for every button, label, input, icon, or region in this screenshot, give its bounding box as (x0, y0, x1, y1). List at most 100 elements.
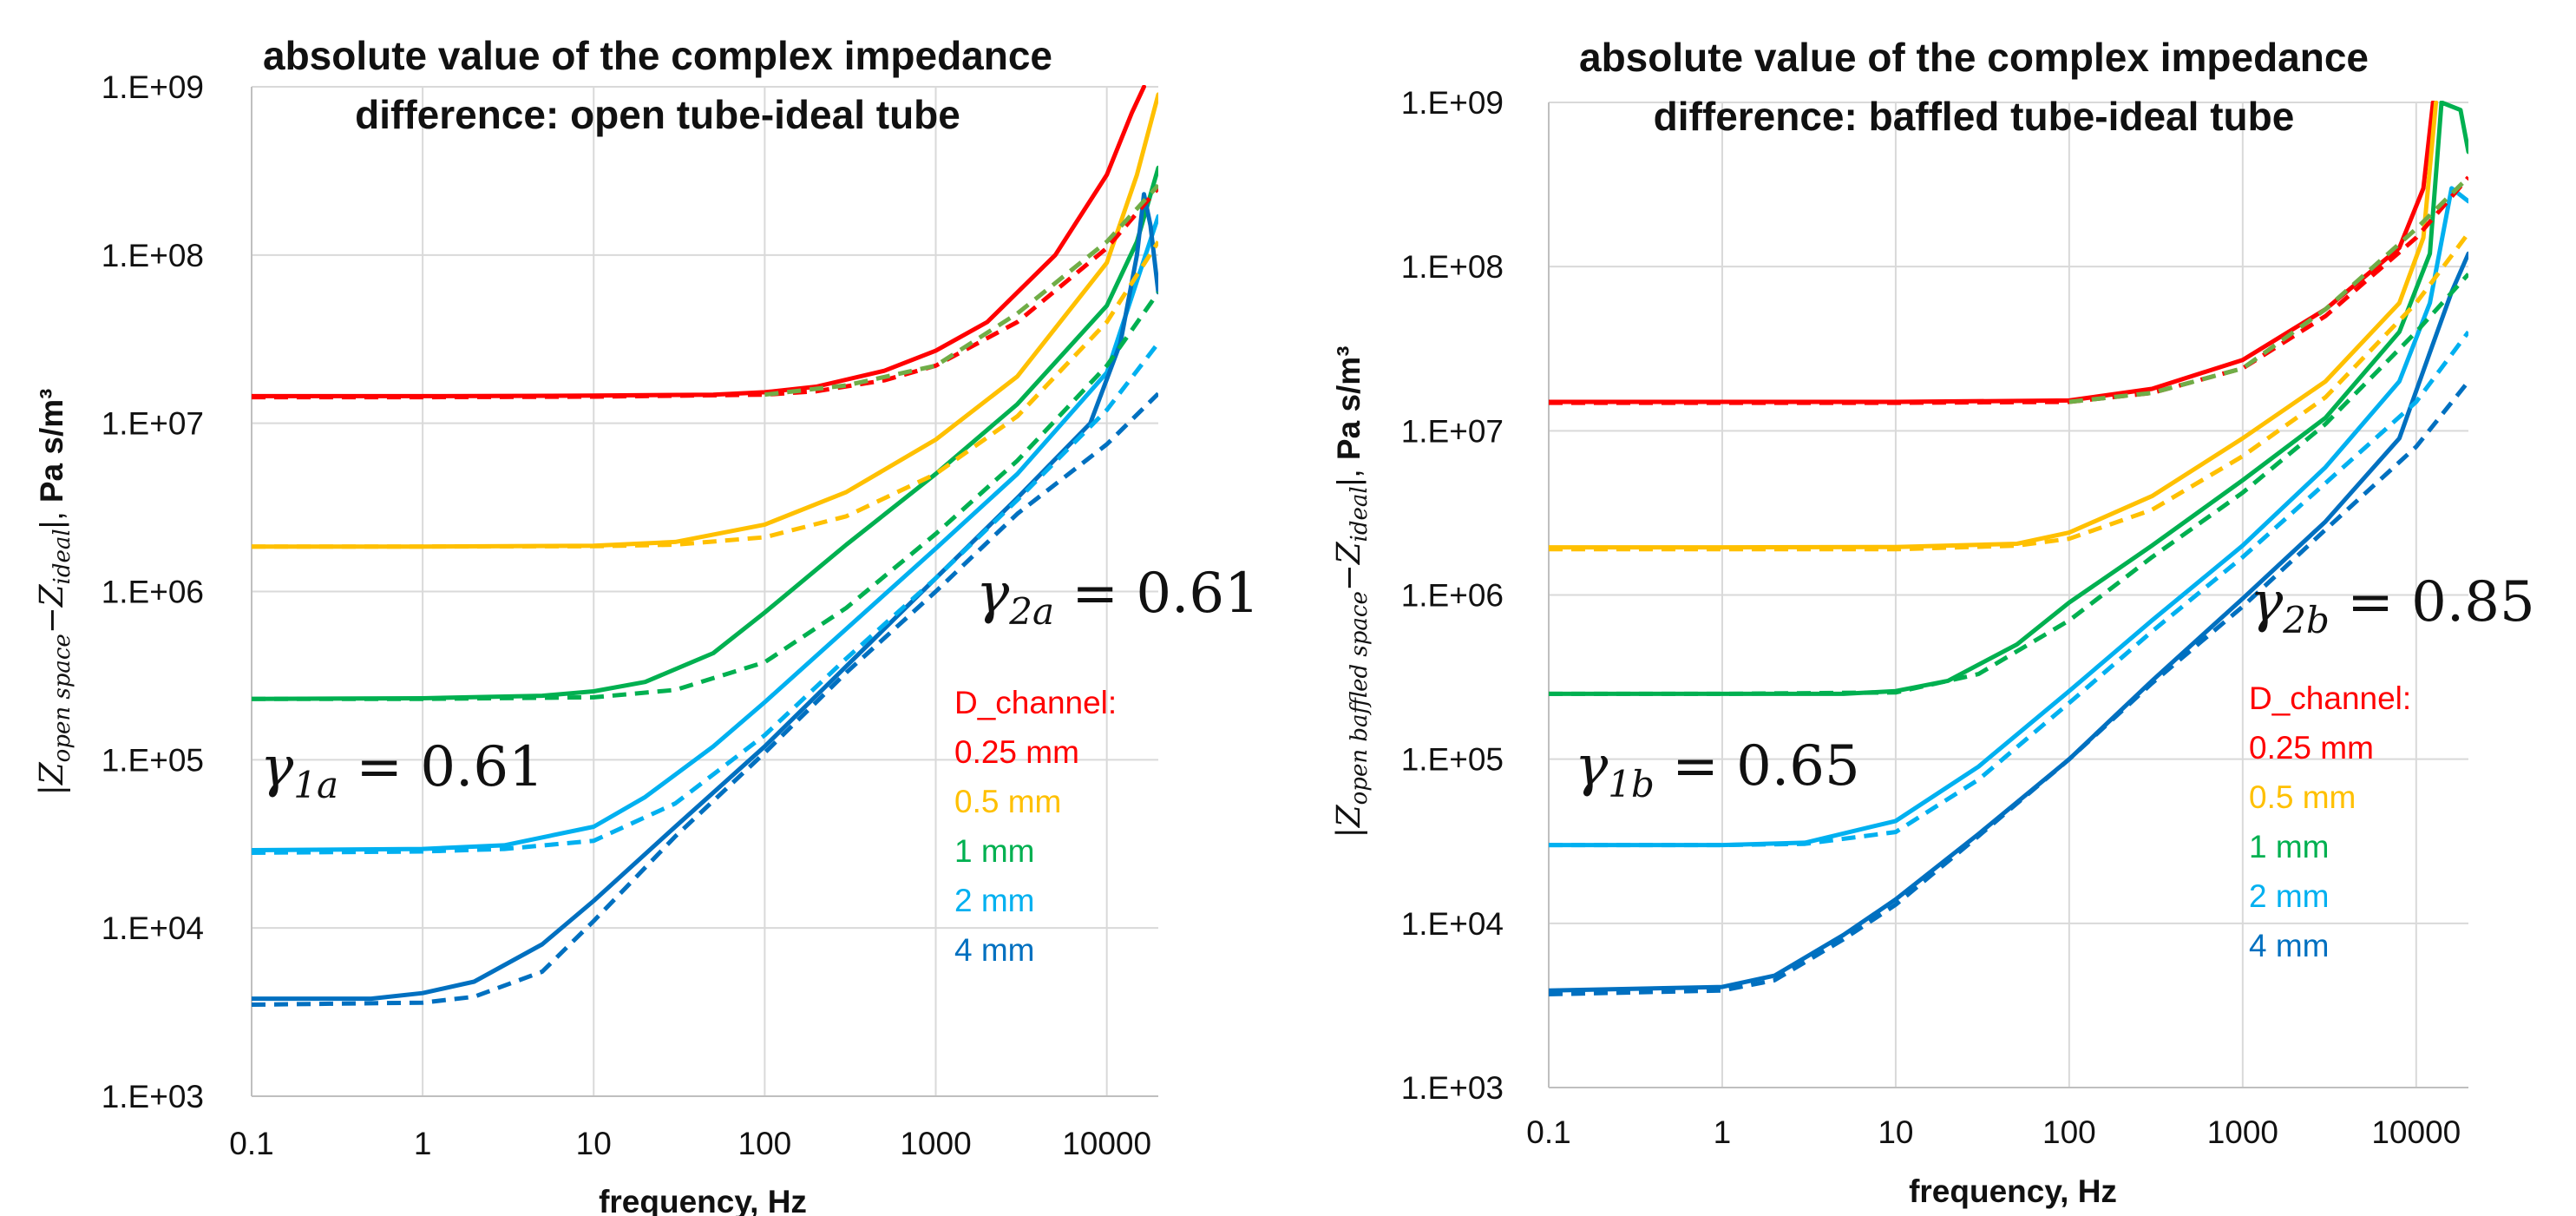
y-tick-label: 1.E+03 (102, 1079, 204, 1114)
gamma-symbol: γ (1575, 734, 1609, 799)
legend-entry: 2 mm (954, 883, 1035, 918)
plot-area (252, 85, 1158, 1007)
x-tick-label: 0.1 (229, 1126, 273, 1161)
legend-entry: 2 mm (2249, 878, 2330, 914)
gamma-value: = 0.61 (1054, 562, 1260, 626)
x-tick-label: 1 (414, 1126, 432, 1161)
y-tick-label: 1.E+05 (102, 742, 204, 778)
legend-title: D_channel: (954, 685, 1117, 720)
series-line-dashed-6 (764, 183, 1158, 398)
y-tick-label: 1.E+04 (1401, 906, 1504, 942)
legend-entry: 4 mm (954, 932, 1035, 968)
x-tick-label: 1000 (900, 1126, 971, 1161)
series-line-solid-0 (1549, 101, 2435, 404)
x-tick-label: 10 (576, 1126, 612, 1161)
gamma-annotation: γ2a = 0.61 (976, 562, 1260, 633)
y-axis-label-sub2: ideal (1347, 486, 1373, 542)
series-line-dashed-8 (252, 291, 1158, 701)
series-line-solid-2 (252, 165, 1158, 701)
legend-entry: 1 mm (954, 833, 1035, 869)
series-line-solid-3 (252, 214, 1158, 852)
gamma-symbol: γ (2250, 570, 2284, 634)
x-tick-label: 100 (2042, 1114, 2096, 1150)
chart-title-line: difference: baffled tube-ideal tube (1654, 94, 2295, 139)
y-axis-label-sub2: ideal (49, 529, 75, 584)
series-line-dashed-7 (252, 240, 1158, 549)
chart-title-line: absolute value of the complex impedance (1579, 35, 2369, 80)
gamma-annotation: γ1a = 0.61 (260, 735, 544, 806)
gamma-subscript: 1a (293, 764, 338, 806)
y-tick-label: 1.E+07 (102, 406, 204, 442)
chart-right: 0.1 1 10 100 1000 10000 1.E+03 1.E+04 1.E+05 1.E+… (1330, 35, 2535, 1209)
y-axis-label-sub1: open baffled space (1347, 591, 1373, 805)
x-tick-label: 0.1 (1526, 1114, 1570, 1150)
y-tick-label: 1.E+06 (1401, 578, 1504, 614)
x-tick-label: 100 (738, 1126, 792, 1161)
y-tick-label: 1.E+08 (1401, 249, 1504, 285)
y-axis-label-post: |, (1331, 460, 1367, 486)
y-axis-label-mid: −Z (33, 583, 70, 634)
x-axis-label: frequency, Hz (599, 1184, 807, 1216)
chart-left: 0.1 1 10 100 1000 10000 1.E+03 1.E+04 1.E+05 1.E+… (33, 33, 1260, 1216)
gamma-value: = 0.85 (2330, 570, 2535, 634)
y-axis-label: |Zopen baffled space−Zideal|, Pa s/m³ (1330, 345, 1373, 838)
x-tick-label: 10000 (2371, 1114, 2461, 1150)
x-tick-label: 1000 (2207, 1114, 2278, 1150)
x-tick-label: 1 (1714, 1114, 1732, 1150)
gamma-value: = 0.65 (1655, 734, 1860, 799)
y-axis-label-mid: −Z (1330, 541, 1367, 591)
series-line-solid-1 (252, 92, 1158, 549)
plot-area (1549, 101, 2468, 996)
gamma-value: = 0.61 (338, 735, 544, 799)
y-tick-label: 1.E+09 (102, 69, 204, 105)
y-axis-label-pre: |Z (1330, 804, 1367, 838)
series-line-dashed-10 (252, 391, 1158, 1007)
legend-entry: 0.25 mm (2249, 730, 2374, 766)
y-tick-label: 1.E+03 (1401, 1070, 1504, 1106)
gamma-symbol: γ (260, 735, 294, 799)
series-line-dashed-8 (1549, 273, 2468, 696)
chart-title-line: absolute value of the complex impedance (263, 33, 1052, 78)
y-axis-label: |Zopen space−Zideal|, Pa s/m³ (33, 388, 75, 795)
gamma-subscript: 2a (1008, 590, 1054, 633)
legend: D_channel: 0.25 mm 0.5 mm 1 mm 2 mm 4 mm (954, 685, 1117, 968)
legend-title: D_channel: (2249, 680, 2411, 716)
series-line-solid-1 (1549, 101, 2439, 550)
legend-entry: 0.5 mm (2249, 779, 2356, 815)
legend-entry: 1 mm (2249, 829, 2330, 864)
gamma-annotation: γ1b = 0.65 (1575, 734, 1860, 805)
chart-title-line: difference: open tube-ideal tube (355, 92, 960, 137)
y-axis-label-pre: |Z (33, 761, 70, 795)
y-tick-label: 1.E+06 (102, 575, 204, 610)
x-axis-label: frequency, Hz (1909, 1173, 2117, 1209)
series-line-dashed-5 (252, 187, 1158, 400)
series-line-solid-2 (1549, 101, 2468, 696)
gamma-annotation: γ2b = 0.85 (2250, 570, 2535, 641)
series-line-solid-4 (1549, 251, 2468, 993)
series-line-dashed-9 (1549, 330, 2468, 848)
series-line-dashed-6 (2068, 175, 2468, 404)
y-tick-label: 1.E+04 (102, 910, 204, 946)
x-tick-label: 10000 (1062, 1126, 1151, 1161)
gamma-subscript: 2b (2282, 599, 2330, 641)
series-line-solid-4 (252, 192, 1158, 1002)
legend: D_channel: 0.25 mm 0.5 mm 1 mm 2 mm 4 mm (2249, 680, 2411, 963)
y-tick-label: 1.E+08 (102, 238, 204, 273)
gamma-subscript: 1b (1608, 763, 1655, 805)
legend-entry: 4 mm (2249, 928, 2330, 963)
y-axis-label-unit: Pa s/m³ (1331, 345, 1367, 460)
x-tick-label: 10 (1878, 1114, 1913, 1150)
gamma-symbol: γ (976, 562, 1010, 626)
series-line-dashed-7 (1549, 232, 2468, 552)
y-axis-label-sub1: open space (49, 634, 75, 762)
series-line-dashed-10 (1549, 379, 2468, 996)
series-line-dashed-9 (252, 341, 1158, 855)
y-tick-label: 1.E+09 (1401, 85, 1504, 121)
legend-entry: 0.25 mm (954, 734, 1079, 770)
y-axis-label-unit: Pa s/m³ (34, 388, 69, 503)
series-line-dashed-5 (1549, 175, 2468, 405)
y-tick-label: 1.E+05 (1401, 742, 1504, 778)
y-tick-label: 1.E+07 (1401, 413, 1504, 449)
y-axis-label-post: |, (34, 503, 69, 529)
